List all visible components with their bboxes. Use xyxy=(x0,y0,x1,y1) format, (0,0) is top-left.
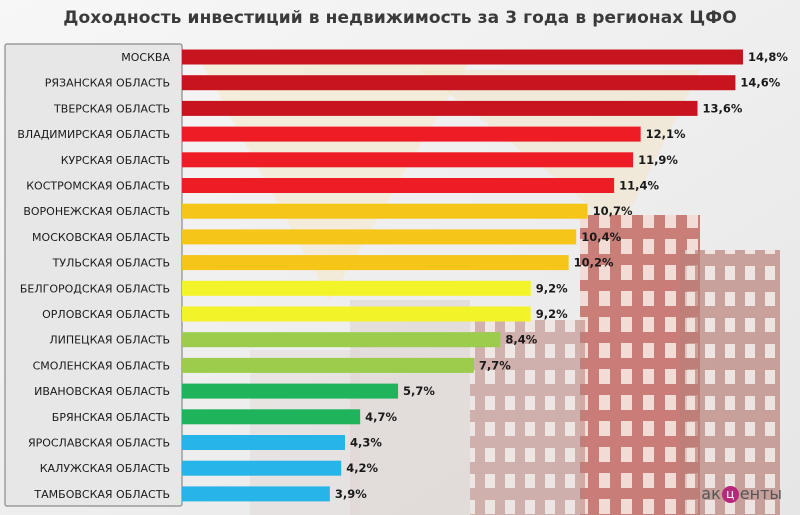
value-label: 9,2% xyxy=(536,281,568,295)
bar xyxy=(182,203,588,219)
value-label: 8,4% xyxy=(505,333,537,347)
bar xyxy=(182,280,531,296)
category-label: КАЛУЖСКАЯ ОБЛАСТЬ xyxy=(40,462,170,475)
category-label: ЛИПЕЦКАЯ ОБЛАСТЬ xyxy=(49,334,170,347)
category-label: ОРЛОВСКАЯ ОБЛАСТЬ xyxy=(42,308,170,321)
bar xyxy=(182,306,531,322)
category-label: КОСТРОМСКАЯ ОБЛАСТЬ xyxy=(26,180,170,193)
brand-logo: ак ц енты xyxy=(701,484,782,503)
bar xyxy=(182,100,698,116)
bar xyxy=(182,435,345,450)
category-label: МОСКОВСКАЯ ОБЛАСТЬ xyxy=(32,231,170,244)
bars-group: МОСКВА 14,8% РЯЗАНСКАЯ ОБЛАСТЬ 14,6% ТВЕРСКА… xyxy=(17,49,788,502)
value-label: 10,2% xyxy=(574,256,614,270)
value-label: 10,4% xyxy=(581,230,621,244)
category-label: МОСКВА xyxy=(121,51,170,64)
value-label: 9,2% xyxy=(536,307,568,321)
value-label: 14,6% xyxy=(740,76,780,90)
value-label: 5,7% xyxy=(403,384,435,398)
bar xyxy=(182,75,736,91)
bar xyxy=(182,460,342,476)
chart-title: Доходность инвестиций в недвижимость за … xyxy=(63,8,737,28)
category-label: ВОРОНЕЖСКАЯ ОБЛАСТЬ xyxy=(23,205,170,218)
value-label: 3,9% xyxy=(335,487,367,501)
category-label: ТАМБОВСКАЯ ОБЛАСТЬ xyxy=(33,488,170,501)
value-label: 13,6% xyxy=(703,101,743,115)
value-label: 4,3% xyxy=(350,436,382,450)
bar xyxy=(182,332,501,348)
category-label: БРЯНСКАЯ ОБЛАСТЬ xyxy=(52,411,170,424)
logo-mark: ц xyxy=(721,486,739,503)
category-label-panel xyxy=(4,43,183,507)
bar xyxy=(182,409,361,425)
value-label: 11,9% xyxy=(638,153,678,167)
category-label: ИВАНОВСКАЯ ОБЛАСТЬ xyxy=(34,385,170,398)
bar xyxy=(182,178,615,193)
value-label: 12,1% xyxy=(646,127,686,141)
category-label: БЕЛГОРОДСКАЯ ОБЛАСТЬ xyxy=(20,282,170,295)
value-label: 14,8% xyxy=(748,50,788,64)
bar xyxy=(182,486,330,502)
value-label: 4,7% xyxy=(365,410,397,424)
category-label: ЯРОСЛАВСКАЯ ОБЛАСТЬ xyxy=(28,437,170,450)
category-label: ВЛАДИМИРСКАЯ ОБЛАСТЬ xyxy=(17,128,170,141)
bar xyxy=(182,126,641,142)
bar xyxy=(182,49,743,65)
value-label: 10,7% xyxy=(593,204,633,218)
bar xyxy=(182,255,569,271)
category-label: РЯЗАНСКАЯ ОБЛАСТЬ xyxy=(45,77,170,90)
bar xyxy=(182,383,399,399)
category-label: ТВЕРСКАЯ ОБЛАСТЬ xyxy=(53,102,170,115)
category-label: СМОЛЕНСКАЯ ОБЛАСТЬ xyxy=(33,359,170,372)
value-label: 11,4% xyxy=(619,179,659,193)
value-label: 7,7% xyxy=(479,358,511,372)
bar xyxy=(182,229,577,245)
value-label: 4,2% xyxy=(346,461,378,475)
category-label: ТУЛЬСКАЯ ОБЛАСТЬ xyxy=(52,257,170,270)
bar xyxy=(182,357,474,373)
category-label: КУРСКАЯ ОБЛАСТЬ xyxy=(61,154,170,167)
bar xyxy=(182,152,634,168)
